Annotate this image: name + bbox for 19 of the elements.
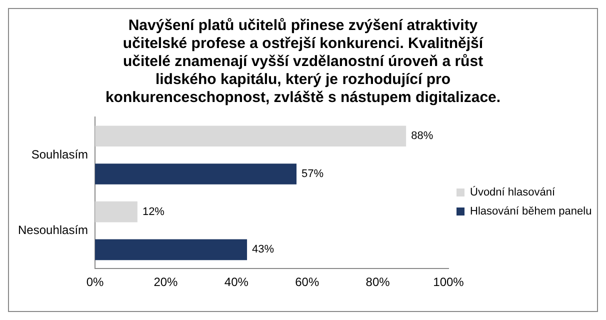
bar	[95, 239, 248, 260]
legend-label: Hlasování během panelu	[470, 206, 592, 218]
y-tick-label: Souhlasím	[31, 147, 88, 162]
data-label: 88%	[411, 130, 434, 142]
chart-title: Navýšení platů učitelů přinese zvýšení atraktivity učitelské profese a ostřejší konkurenci. Kvalitnější učitelé znamenají vyšší vzdělanostní úroveň a růst lidského kapitálu, který je rozhodující pro konkurenceschopnost, zvláště s nástupem digitalizace.	[104, 17, 502, 107]
y-tick-label: Nesouhlasím	[18, 223, 88, 238]
data-label: 12%	[142, 206, 165, 218]
bar	[95, 126, 406, 147]
bar	[95, 164, 297, 184]
x-tick-label: 80%	[366, 275, 390, 290]
data-label: 57%	[302, 168, 324, 180]
x-tick-label: 100%	[433, 275, 464, 290]
x-tick-label: 0%	[86, 275, 104, 290]
x-tick-label: 20%	[154, 275, 178, 290]
x-tick-label: 40%	[224, 275, 249, 290]
bar	[95, 201, 138, 222]
legend-label: Úvodní hlasování	[470, 186, 556, 199]
x-tick-label: 60%	[295, 275, 320, 290]
data-label: 43%	[252, 244, 274, 256]
